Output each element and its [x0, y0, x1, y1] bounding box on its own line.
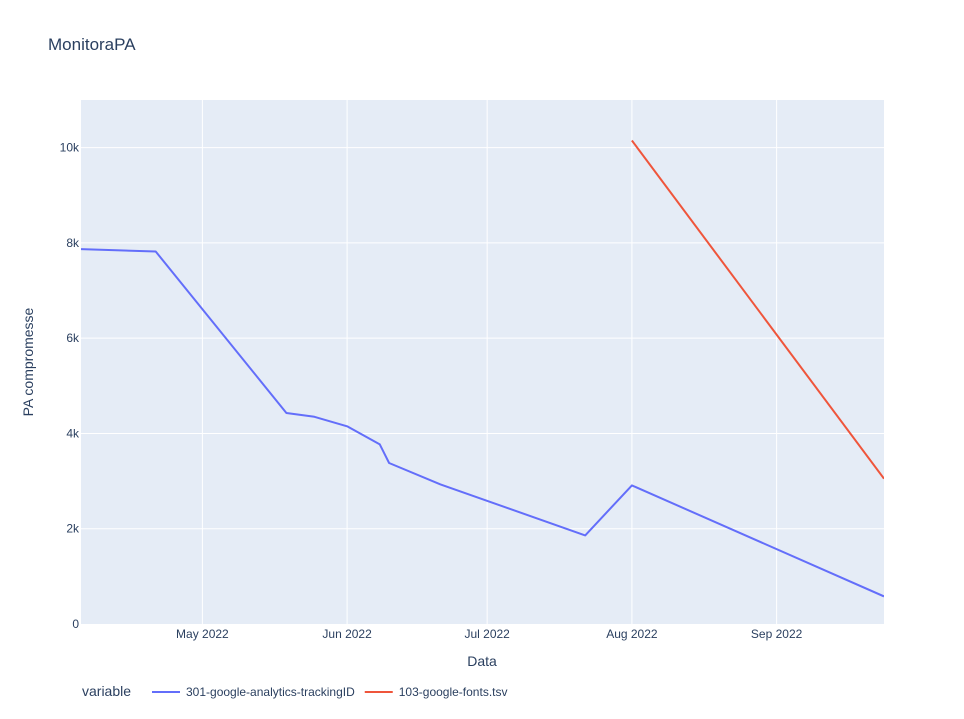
legend-item-2[interactable]: 103-google-fonts.tsv [364, 685, 508, 699]
chart-title: MonitoraPA [48, 35, 136, 54]
x-axis-title: Data [467, 653, 497, 669]
gridlines [81, 100, 884, 624]
y-axis-title: PA compromesse [20, 307, 36, 416]
series-line-1[interactable] [81, 248, 884, 598]
y-tick-label: 2k [66, 522, 80, 536]
x-tick-label: Sep 2022 [751, 627, 803, 641]
series-layer [81, 139, 884, 598]
legend-label: 103-google-fonts.tsv [399, 685, 508, 699]
series-line-2[interactable] [631, 139, 884, 480]
y-axis-ticks: 0 2k 4k 6k 8k 10k [60, 141, 80, 631]
x-tick-label: Jun 2022 [322, 627, 372, 641]
y-tick-label: 4k [66, 426, 80, 440]
x-tick-label: Aug 2022 [606, 627, 658, 641]
y-tick-label: 6k [66, 331, 80, 345]
x-tick-label: May 2022 [176, 627, 229, 641]
y-tick-label: 8k [66, 236, 80, 250]
legend-item-1[interactable]: 301-google-analytics-trackingID [152, 685, 355, 699]
legend: variable 301-google-analytics-trackingID… [82, 683, 507, 699]
legend-title: variable [82, 683, 131, 699]
plot-area[interactable] [81, 100, 884, 624]
y-tick-label: 0 [72, 617, 79, 631]
y-tick-label: 10k [60, 141, 80, 155]
x-tick-label: Jul 2022 [464, 627, 510, 641]
legend-label: 301-google-analytics-trackingID [186, 685, 355, 699]
x-axis-ticks: May 2022 Jun 2022 Jul 2022 Aug 2022 Sep 2022 [176, 627, 803, 641]
